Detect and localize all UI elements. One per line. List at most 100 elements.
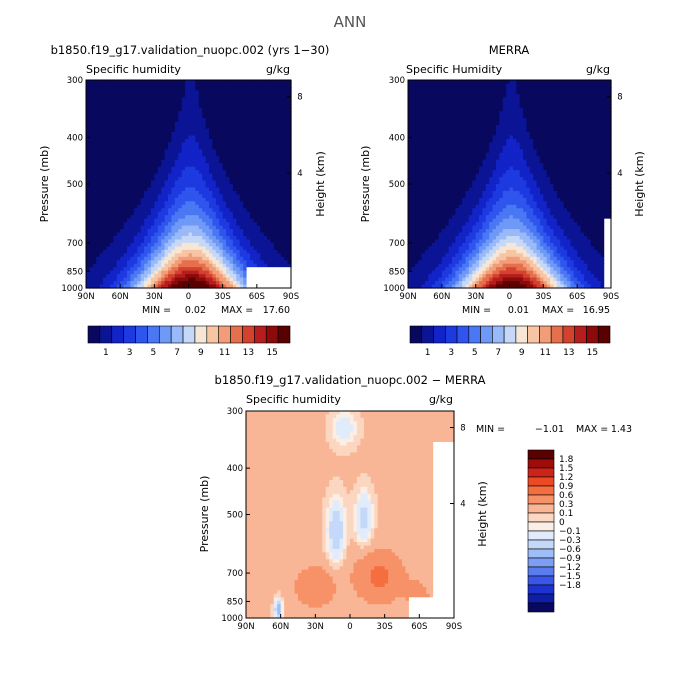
contour-cell <box>267 152 272 157</box>
contour-cell <box>154 163 159 168</box>
contour-cell <box>441 107 446 112</box>
contour-cell <box>133 170 138 175</box>
contour-cell <box>229 107 234 112</box>
contour-cell <box>174 270 179 275</box>
contour-cell <box>546 104 551 109</box>
contour-cell <box>120 232 125 237</box>
contour-cell <box>130 215 135 220</box>
contour-cell <box>277 218 282 223</box>
contour-cell <box>89 270 94 275</box>
contour-cell <box>209 190 214 195</box>
contour-cell <box>533 86 538 91</box>
contour-cell <box>475 93 480 98</box>
contour-cell <box>116 274 121 279</box>
contour-cell <box>89 145 94 150</box>
contour-cell <box>219 173 224 178</box>
contour-cell <box>462 128 467 133</box>
contour-cell <box>553 100 558 105</box>
contour-cell <box>523 138 528 143</box>
contour-cell <box>263 187 268 192</box>
contour-cell <box>523 128 528 133</box>
contour-cell <box>137 97 142 102</box>
contour-cell <box>89 128 94 133</box>
contour-cell <box>526 121 531 126</box>
contour-cell <box>499 100 504 105</box>
contour-cell <box>127 149 132 154</box>
contour-cell <box>215 149 220 154</box>
contour-cell <box>573 90 578 95</box>
contour-cell <box>174 236 179 241</box>
contour-cell <box>113 256 118 261</box>
contour-cell <box>236 170 241 175</box>
contour-cell <box>123 104 128 109</box>
contour-cell <box>123 132 128 137</box>
contour-cell <box>195 152 200 157</box>
contour-cell <box>243 197 248 202</box>
contour-cell <box>485 149 490 154</box>
contour-cell <box>590 83 595 88</box>
contour-cell <box>181 225 186 230</box>
contour-cell <box>502 86 507 91</box>
contour-cell <box>287 104 292 109</box>
contour-cell <box>181 277 186 282</box>
contour-cell <box>539 138 544 143</box>
contour-cell <box>600 107 605 112</box>
contour-cell <box>106 104 111 109</box>
contour-cell <box>127 80 132 85</box>
contour-cell <box>273 274 278 279</box>
contour-cell <box>492 125 497 130</box>
contour-cell <box>171 128 176 133</box>
contour-cell <box>229 90 234 95</box>
contour-cell <box>277 239 282 244</box>
contour-cell <box>140 152 145 157</box>
contour-cell <box>284 194 289 199</box>
contour-cell <box>106 239 111 244</box>
contour-cell <box>130 267 135 272</box>
contour-cell <box>580 100 585 105</box>
contour-cell <box>424 142 429 147</box>
contour-cell <box>130 242 135 247</box>
contour-cell <box>482 90 487 95</box>
contour-cell <box>243 242 248 247</box>
contour-cell <box>263 149 268 154</box>
contour-cell <box>123 163 128 168</box>
contour-cell <box>168 138 173 143</box>
contour-cell <box>250 163 255 168</box>
contour-cell <box>250 190 255 195</box>
contour-cell <box>174 201 179 206</box>
contour-cell <box>284 260 289 265</box>
contour-cell <box>451 125 456 130</box>
contour-cell <box>594 125 599 130</box>
contour-cell <box>239 246 244 251</box>
contour-cell <box>239 170 244 175</box>
contour-cell <box>516 132 521 137</box>
contour-cell <box>185 190 190 195</box>
contour-cell <box>499 152 504 157</box>
contour-cell <box>222 270 227 275</box>
contour-cell <box>120 138 125 143</box>
contour-cell <box>133 107 138 112</box>
contour-cell <box>188 236 193 241</box>
contour-cell <box>185 180 190 185</box>
contour-cell <box>116 93 121 98</box>
contour-cell <box>506 149 511 154</box>
contour-cell <box>563 142 568 147</box>
contour-cell <box>573 111 578 116</box>
contour-cell <box>205 90 210 95</box>
contour-cell <box>103 187 108 192</box>
contour-cell <box>273 83 278 88</box>
contour-cell <box>529 90 534 95</box>
contour-cell <box>195 281 200 286</box>
contour-cell <box>123 190 128 195</box>
contour-cell <box>502 80 507 85</box>
contour-cell <box>431 107 436 112</box>
contour-cell <box>174 132 179 137</box>
contour-cell <box>178 104 183 109</box>
contour-cell <box>215 163 220 168</box>
contour-cell <box>550 138 555 143</box>
contour-cell <box>168 135 173 140</box>
contour-cell <box>424 135 429 140</box>
contour-cell <box>273 121 278 126</box>
contour-cell <box>140 190 145 195</box>
contour-cell <box>270 263 275 268</box>
